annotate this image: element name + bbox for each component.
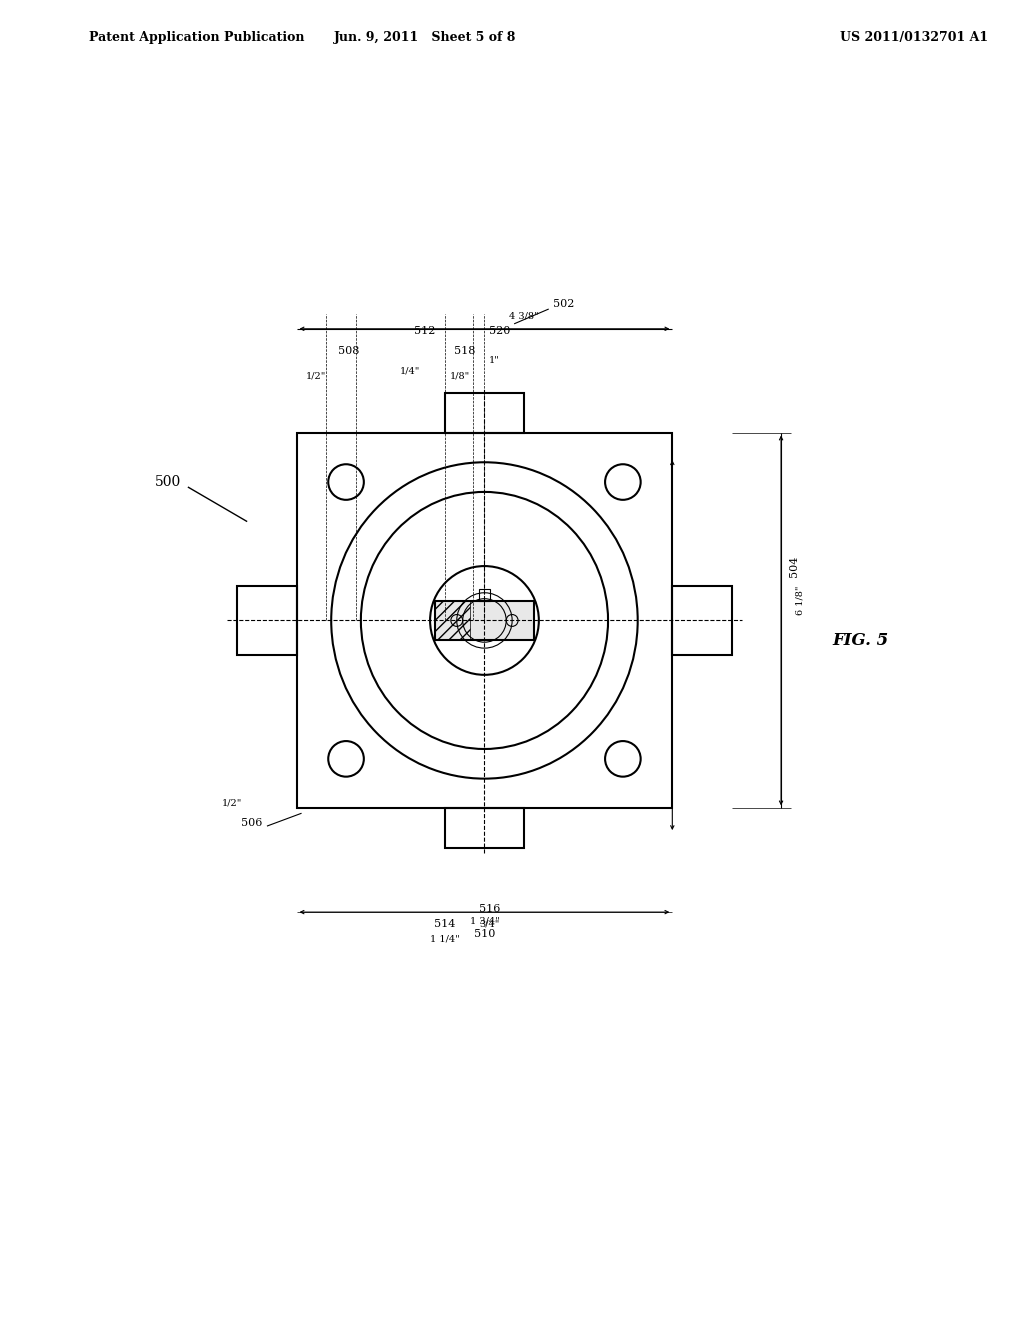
Text: Jun. 9, 2011   Sheet 5 of 8: Jun. 9, 2011 Sheet 5 of 8: [334, 30, 516, 44]
Bar: [435, 601, 470, 640]
Text: 1 1/4": 1 1/4": [430, 935, 460, 944]
Text: Patent Application Publication: Patent Application Publication: [89, 30, 304, 44]
Text: 1/4": 1/4": [400, 366, 421, 375]
Bar: [444, 393, 524, 433]
Bar: [673, 586, 731, 655]
Bar: [444, 808, 524, 847]
Text: 4 3/8": 4 3/8": [509, 312, 539, 321]
Text: 502: 502: [553, 300, 574, 309]
Text: US 2011/0132701 A1: US 2011/0132701 A1: [841, 30, 988, 44]
Text: 520: 520: [488, 326, 510, 335]
Text: 508: 508: [338, 346, 359, 355]
Bar: [238, 586, 297, 655]
Text: 6 1/8": 6 1/8": [796, 586, 805, 615]
Text: 1 3/4": 1 3/4": [470, 917, 500, 925]
Bar: [478, 589, 490, 601]
Text: FIG. 5: FIG. 5: [833, 632, 888, 648]
Text: 3/4": 3/4": [479, 920, 500, 929]
Text: 1/8": 1/8": [450, 371, 470, 380]
Bar: [297, 433, 673, 808]
Text: 516: 516: [478, 904, 500, 915]
Text: 1/2": 1/2": [306, 371, 327, 380]
Text: 518: 518: [454, 346, 475, 355]
Text: 514: 514: [434, 919, 456, 929]
Bar: [435, 601, 534, 640]
Text: 504: 504: [788, 556, 799, 577]
Text: 1/2": 1/2": [222, 799, 243, 808]
Text: 510: 510: [474, 929, 496, 939]
Text: 1": 1": [488, 356, 500, 366]
Text: 512: 512: [415, 326, 436, 335]
Text: 500: 500: [155, 475, 181, 488]
Text: 506: 506: [242, 818, 263, 828]
